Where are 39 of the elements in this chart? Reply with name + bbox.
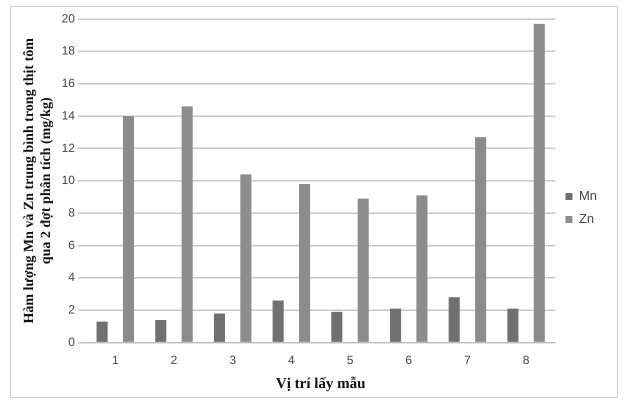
bar — [272, 300, 284, 342]
bar — [331, 312, 342, 342]
bar — [448, 297, 460, 342]
x-axis-title: Vị trí lấy mẫu — [276, 376, 366, 392]
x-tick-label: 6 — [405, 353, 412, 368]
bar — [416, 195, 428, 342]
legend-label: Mn — [578, 188, 598, 204]
bar — [358, 198, 369, 342]
x-tick-label: 1 — [112, 353, 119, 368]
bar — [96, 322, 108, 342]
y-tick-label: 16 — [62, 76, 76, 90]
x-tick-label: 7 — [464, 353, 472, 368]
bar — [122, 116, 134, 342]
y-tick-label: 6 — [68, 238, 76, 252]
y-tick-label: 8 — [68, 205, 76, 220]
x-tick-label: 8 — [522, 353, 530, 368]
bar — [475, 137, 486, 342]
x-tick-label: 4 — [288, 353, 296, 368]
bar — [182, 106, 193, 342]
legend-label: Zn — [578, 211, 594, 226]
y-tick-label: 18 — [62, 44, 76, 58]
x-tick-label: 2 — [170, 353, 178, 368]
y-tick-label: 10 — [62, 173, 76, 188]
bar — [534, 24, 545, 342]
y-tick-label: 12 — [62, 140, 76, 155]
x-tick-label: 5 — [346, 353, 354, 368]
y-tick-label: 20 — [62, 11, 76, 26]
y-tick-label: 0 — [68, 334, 76, 349]
bar — [299, 184, 310, 342]
y-tick-label: 14 — [62, 108, 76, 122]
bar — [507, 308, 518, 342]
y-axis-title: Hàm lượng Mn và Zn trung bình trong thịt tôm qua 2 đợt phân tích (mg/kg) — [22, 38, 54, 324]
bar — [390, 308, 402, 342]
bar — [240, 174, 252, 342]
y-tick-label: 4 — [68, 270, 76, 284]
bar — [155, 320, 166, 342]
bar — [214, 313, 226, 342]
y-tick-label: 2 — [68, 302, 76, 317]
x-tick-label: 3 — [229, 353, 236, 368]
